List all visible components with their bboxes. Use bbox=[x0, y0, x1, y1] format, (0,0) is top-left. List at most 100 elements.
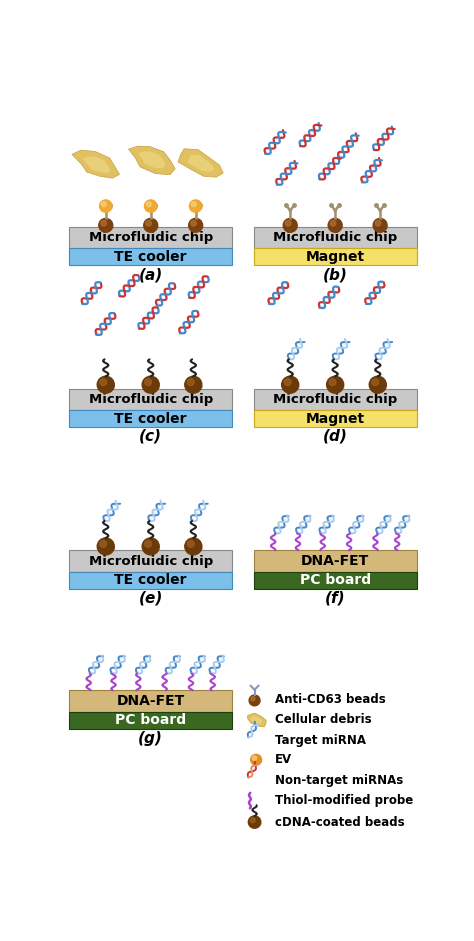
Polygon shape bbox=[178, 149, 223, 177]
Circle shape bbox=[146, 220, 151, 226]
FancyBboxPatch shape bbox=[69, 410, 232, 427]
Text: Thiol-modified probe: Thiol-modified probe bbox=[275, 794, 413, 807]
Ellipse shape bbox=[252, 759, 262, 763]
Ellipse shape bbox=[144, 547, 160, 551]
Circle shape bbox=[329, 379, 336, 386]
Circle shape bbox=[145, 540, 152, 548]
FancyBboxPatch shape bbox=[254, 550, 417, 572]
Text: (b): (b) bbox=[323, 267, 347, 282]
Ellipse shape bbox=[250, 822, 261, 826]
Ellipse shape bbox=[187, 547, 202, 551]
Circle shape bbox=[100, 379, 107, 386]
Ellipse shape bbox=[191, 225, 203, 230]
Circle shape bbox=[101, 201, 106, 207]
Text: (d): (d) bbox=[323, 429, 347, 444]
FancyBboxPatch shape bbox=[254, 227, 417, 248]
FancyBboxPatch shape bbox=[254, 410, 417, 427]
Ellipse shape bbox=[285, 225, 298, 230]
Text: Microfluidic chip: Microfluidic chip bbox=[89, 392, 213, 406]
Circle shape bbox=[99, 218, 113, 232]
Ellipse shape bbox=[330, 225, 343, 230]
FancyBboxPatch shape bbox=[69, 691, 232, 712]
Circle shape bbox=[248, 816, 261, 828]
Circle shape bbox=[251, 755, 262, 765]
Text: TE cooler: TE cooler bbox=[114, 411, 187, 425]
Circle shape bbox=[372, 379, 379, 386]
Circle shape bbox=[144, 218, 158, 232]
Text: Cellular debris: Cellular debris bbox=[275, 713, 371, 726]
Text: (a): (a) bbox=[138, 267, 163, 282]
Text: (e): (e) bbox=[138, 591, 163, 605]
FancyBboxPatch shape bbox=[254, 572, 417, 589]
Ellipse shape bbox=[146, 206, 157, 210]
Text: (c): (c) bbox=[139, 429, 162, 444]
Text: Non-target miRNAs: Non-target miRNAs bbox=[275, 774, 403, 787]
Text: TE cooler: TE cooler bbox=[114, 250, 187, 263]
Circle shape bbox=[328, 218, 342, 232]
Circle shape bbox=[252, 756, 256, 760]
Polygon shape bbox=[72, 151, 119, 178]
Ellipse shape bbox=[375, 225, 387, 230]
Ellipse shape bbox=[191, 206, 202, 210]
Text: Microfluidic chip: Microfluidic chip bbox=[89, 554, 213, 567]
Text: TE cooler: TE cooler bbox=[114, 573, 187, 587]
Circle shape bbox=[249, 695, 260, 706]
Text: Microfluidic chip: Microfluidic chip bbox=[273, 392, 397, 406]
Ellipse shape bbox=[146, 225, 158, 230]
Ellipse shape bbox=[329, 385, 344, 390]
Circle shape bbox=[142, 376, 159, 393]
Ellipse shape bbox=[250, 700, 260, 704]
FancyBboxPatch shape bbox=[69, 712, 232, 729]
Circle shape bbox=[373, 218, 387, 232]
FancyBboxPatch shape bbox=[254, 389, 417, 410]
Circle shape bbox=[97, 538, 114, 555]
Text: Microfluidic chip: Microfluidic chip bbox=[89, 231, 213, 244]
Circle shape bbox=[283, 218, 297, 232]
Circle shape bbox=[369, 376, 386, 393]
Polygon shape bbox=[82, 156, 111, 173]
FancyBboxPatch shape bbox=[69, 248, 232, 265]
FancyBboxPatch shape bbox=[69, 550, 232, 572]
Circle shape bbox=[327, 376, 344, 393]
Ellipse shape bbox=[101, 206, 112, 210]
Polygon shape bbox=[138, 152, 166, 168]
Polygon shape bbox=[251, 716, 262, 724]
FancyBboxPatch shape bbox=[69, 227, 232, 248]
Ellipse shape bbox=[100, 225, 113, 230]
Circle shape bbox=[282, 376, 299, 393]
Circle shape bbox=[185, 538, 202, 555]
Circle shape bbox=[330, 220, 336, 226]
Text: PC board: PC board bbox=[300, 573, 371, 587]
Polygon shape bbox=[247, 713, 266, 727]
Ellipse shape bbox=[100, 547, 115, 551]
Polygon shape bbox=[128, 146, 175, 175]
Text: DNA-FET: DNA-FET bbox=[117, 694, 185, 709]
Text: Magnet: Magnet bbox=[306, 411, 365, 425]
Circle shape bbox=[187, 379, 194, 386]
FancyBboxPatch shape bbox=[254, 248, 417, 265]
Circle shape bbox=[191, 201, 196, 207]
FancyBboxPatch shape bbox=[69, 389, 232, 410]
Ellipse shape bbox=[187, 385, 202, 390]
Ellipse shape bbox=[372, 385, 387, 390]
Circle shape bbox=[190, 199, 202, 213]
Text: EV: EV bbox=[275, 753, 292, 766]
Circle shape bbox=[187, 540, 194, 548]
Ellipse shape bbox=[284, 385, 299, 390]
Ellipse shape bbox=[100, 385, 115, 390]
Text: Anti-CD63 beads: Anti-CD63 beads bbox=[275, 694, 385, 706]
Circle shape bbox=[100, 540, 107, 548]
Circle shape bbox=[284, 379, 291, 386]
Circle shape bbox=[251, 696, 255, 701]
Circle shape bbox=[145, 199, 157, 213]
Circle shape bbox=[285, 220, 291, 226]
Text: cDNA-coated beads: cDNA-coated beads bbox=[275, 816, 404, 829]
Circle shape bbox=[145, 379, 152, 386]
Ellipse shape bbox=[144, 385, 160, 390]
Text: PC board: PC board bbox=[115, 713, 186, 727]
Circle shape bbox=[101, 220, 107, 226]
Polygon shape bbox=[187, 154, 214, 172]
Text: DNA-FET: DNA-FET bbox=[301, 554, 369, 568]
Text: Microfluidic chip: Microfluidic chip bbox=[273, 231, 397, 244]
Text: Magnet: Magnet bbox=[306, 250, 365, 263]
